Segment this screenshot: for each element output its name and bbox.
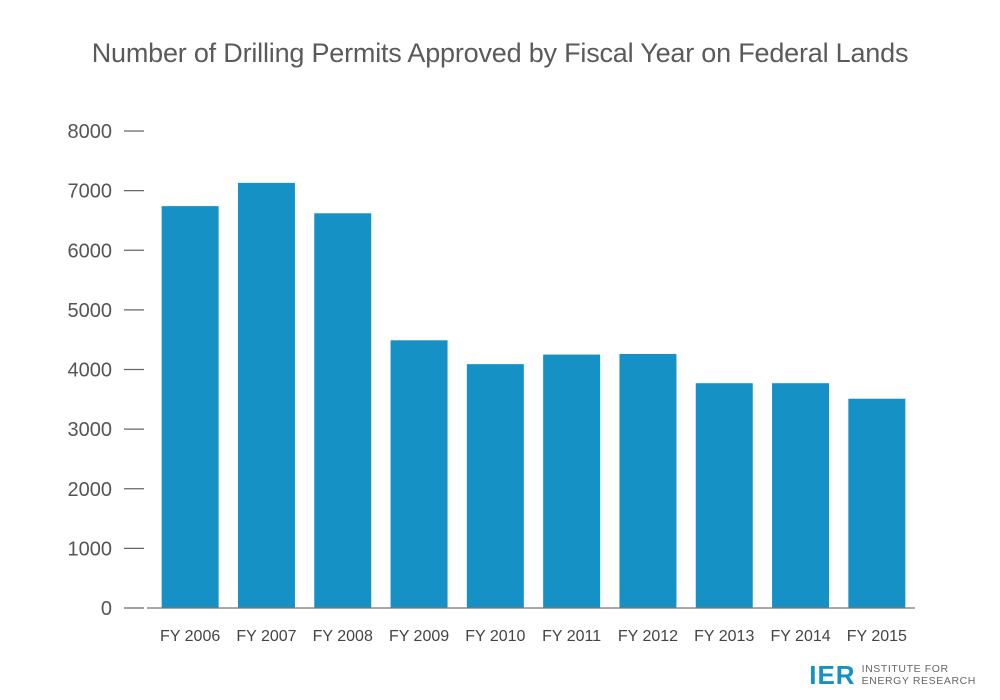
- y-tick-label: 4000: [68, 360, 113, 382]
- x-tick-label: FY 2015: [847, 628, 907, 645]
- y-tick-label: 1000: [68, 538, 113, 560]
- bar-fy-2015: [848, 398, 906, 608]
- y-tick-label: 0: [101, 598, 112, 620]
- bar-fy-2012: [619, 353, 677, 608]
- y-tick-label: 8000: [68, 121, 113, 143]
- x-axis: FY 2006 FY 2007 FY 2008 FY 2009 FY 2010 FY 20…: [147, 607, 915, 645]
- logo-line-1: INSTITUTE FOR: [861, 662, 949, 675]
- x-tick-label: FY 2014: [770, 628, 830, 645]
- logo-mark: IER: [809, 660, 856, 690]
- logo-text: INSTITUTE FOR ENERGY RESEARCH: [862, 663, 976, 687]
- x-tick-label: FY 2010: [465, 628, 525, 645]
- y-tick-label: 7000: [68, 181, 113, 203]
- bar-fy-2014: [772, 383, 830, 608]
- x-tick-label: FY 2006: [160, 628, 220, 645]
- bar-fy-2008: [314, 213, 372, 608]
- bar-fy-2009: [390, 340, 448, 608]
- x-tick-label: FY 2011: [542, 628, 601, 645]
- x-tick-label: FY 2008: [313, 628, 373, 645]
- bar-fy-2011: [543, 354, 601, 608]
- y-tick-label: 5000: [68, 300, 113, 322]
- chart-title: Number of Drilling Permits Approved by F…: [91, 38, 909, 68]
- logo-line-2: ENERGY RESEARCH: [861, 675, 976, 687]
- y-axis: 0 1000 2000 3000 4000 5000 6000 7000 8000: [68, 121, 144, 620]
- x-tick-label: FY 2013: [694, 628, 754, 645]
- bar-fy-2006: [161, 206, 219, 608]
- bars: [161, 182, 906, 608]
- bar-fy-2013: [695, 383, 753, 608]
- bar-fy-2007: [237, 182, 295, 608]
- y-tick-label: 3000: [68, 419, 113, 441]
- ier-logo: IER INSTITUTE FOR ENERGY RESEARCH: [809, 662, 976, 688]
- x-tick-label: FY 2009: [389, 628, 449, 645]
- y-tick-label: 2000: [68, 479, 113, 501]
- x-tick-label: FY 2007: [236, 628, 296, 645]
- x-tick-label: FY 2012: [618, 628, 678, 645]
- y-tick-label: 6000: [68, 240, 113, 262]
- bar-fy-2010: [466, 364, 524, 608]
